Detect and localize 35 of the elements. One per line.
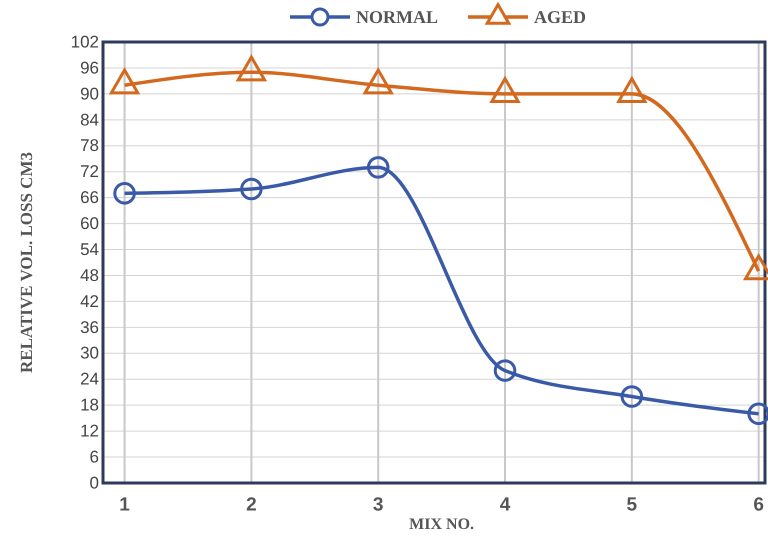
x-tick-label: 2 xyxy=(246,494,257,516)
y-tick-label: 48 xyxy=(80,266,99,285)
y-axis-title: RELATIVE VOL. LOSS CM3 xyxy=(17,152,36,374)
y-tick-label: 66 xyxy=(80,188,99,208)
y-tick-label: 96 xyxy=(80,58,99,78)
x-tick-label: 1 xyxy=(119,494,130,516)
point xyxy=(494,359,516,382)
point xyxy=(236,56,266,82)
y-tick-label: 24 xyxy=(80,370,99,389)
x-tick-label: 6 xyxy=(753,494,764,516)
y-tick-label: 54 xyxy=(80,240,99,259)
y-tick-label: 42 xyxy=(80,292,99,311)
point xyxy=(110,68,140,94)
y-tick-label: 102 xyxy=(70,32,99,52)
y-tick-label: 30 xyxy=(80,344,99,363)
x-tick-label: 4 xyxy=(500,494,511,516)
legend-label: AGED xyxy=(534,7,586,27)
y-tick-label: 12 xyxy=(80,422,99,441)
point xyxy=(490,77,520,103)
point xyxy=(364,68,393,94)
y-tick-label: 60 xyxy=(80,214,99,234)
y-tick-label: 18 xyxy=(80,396,99,415)
point xyxy=(617,77,646,103)
y-tick-label: 72 xyxy=(80,162,99,182)
legend-label: NORMAL xyxy=(356,7,438,27)
x-axis-title: MIX NO. xyxy=(409,516,474,533)
x-tick-label: 5 xyxy=(626,494,638,516)
y-tick-label: 0 xyxy=(90,473,99,492)
y-tick-label: 6 xyxy=(90,448,99,466)
y-tick-label: 90 xyxy=(80,84,99,104)
x-tick-label: 3 xyxy=(372,494,384,516)
point xyxy=(620,385,644,408)
y-tick-label: 36 xyxy=(80,318,99,337)
y-tick-label: 84 xyxy=(80,110,99,130)
y-tick-label: 78 xyxy=(80,136,99,156)
